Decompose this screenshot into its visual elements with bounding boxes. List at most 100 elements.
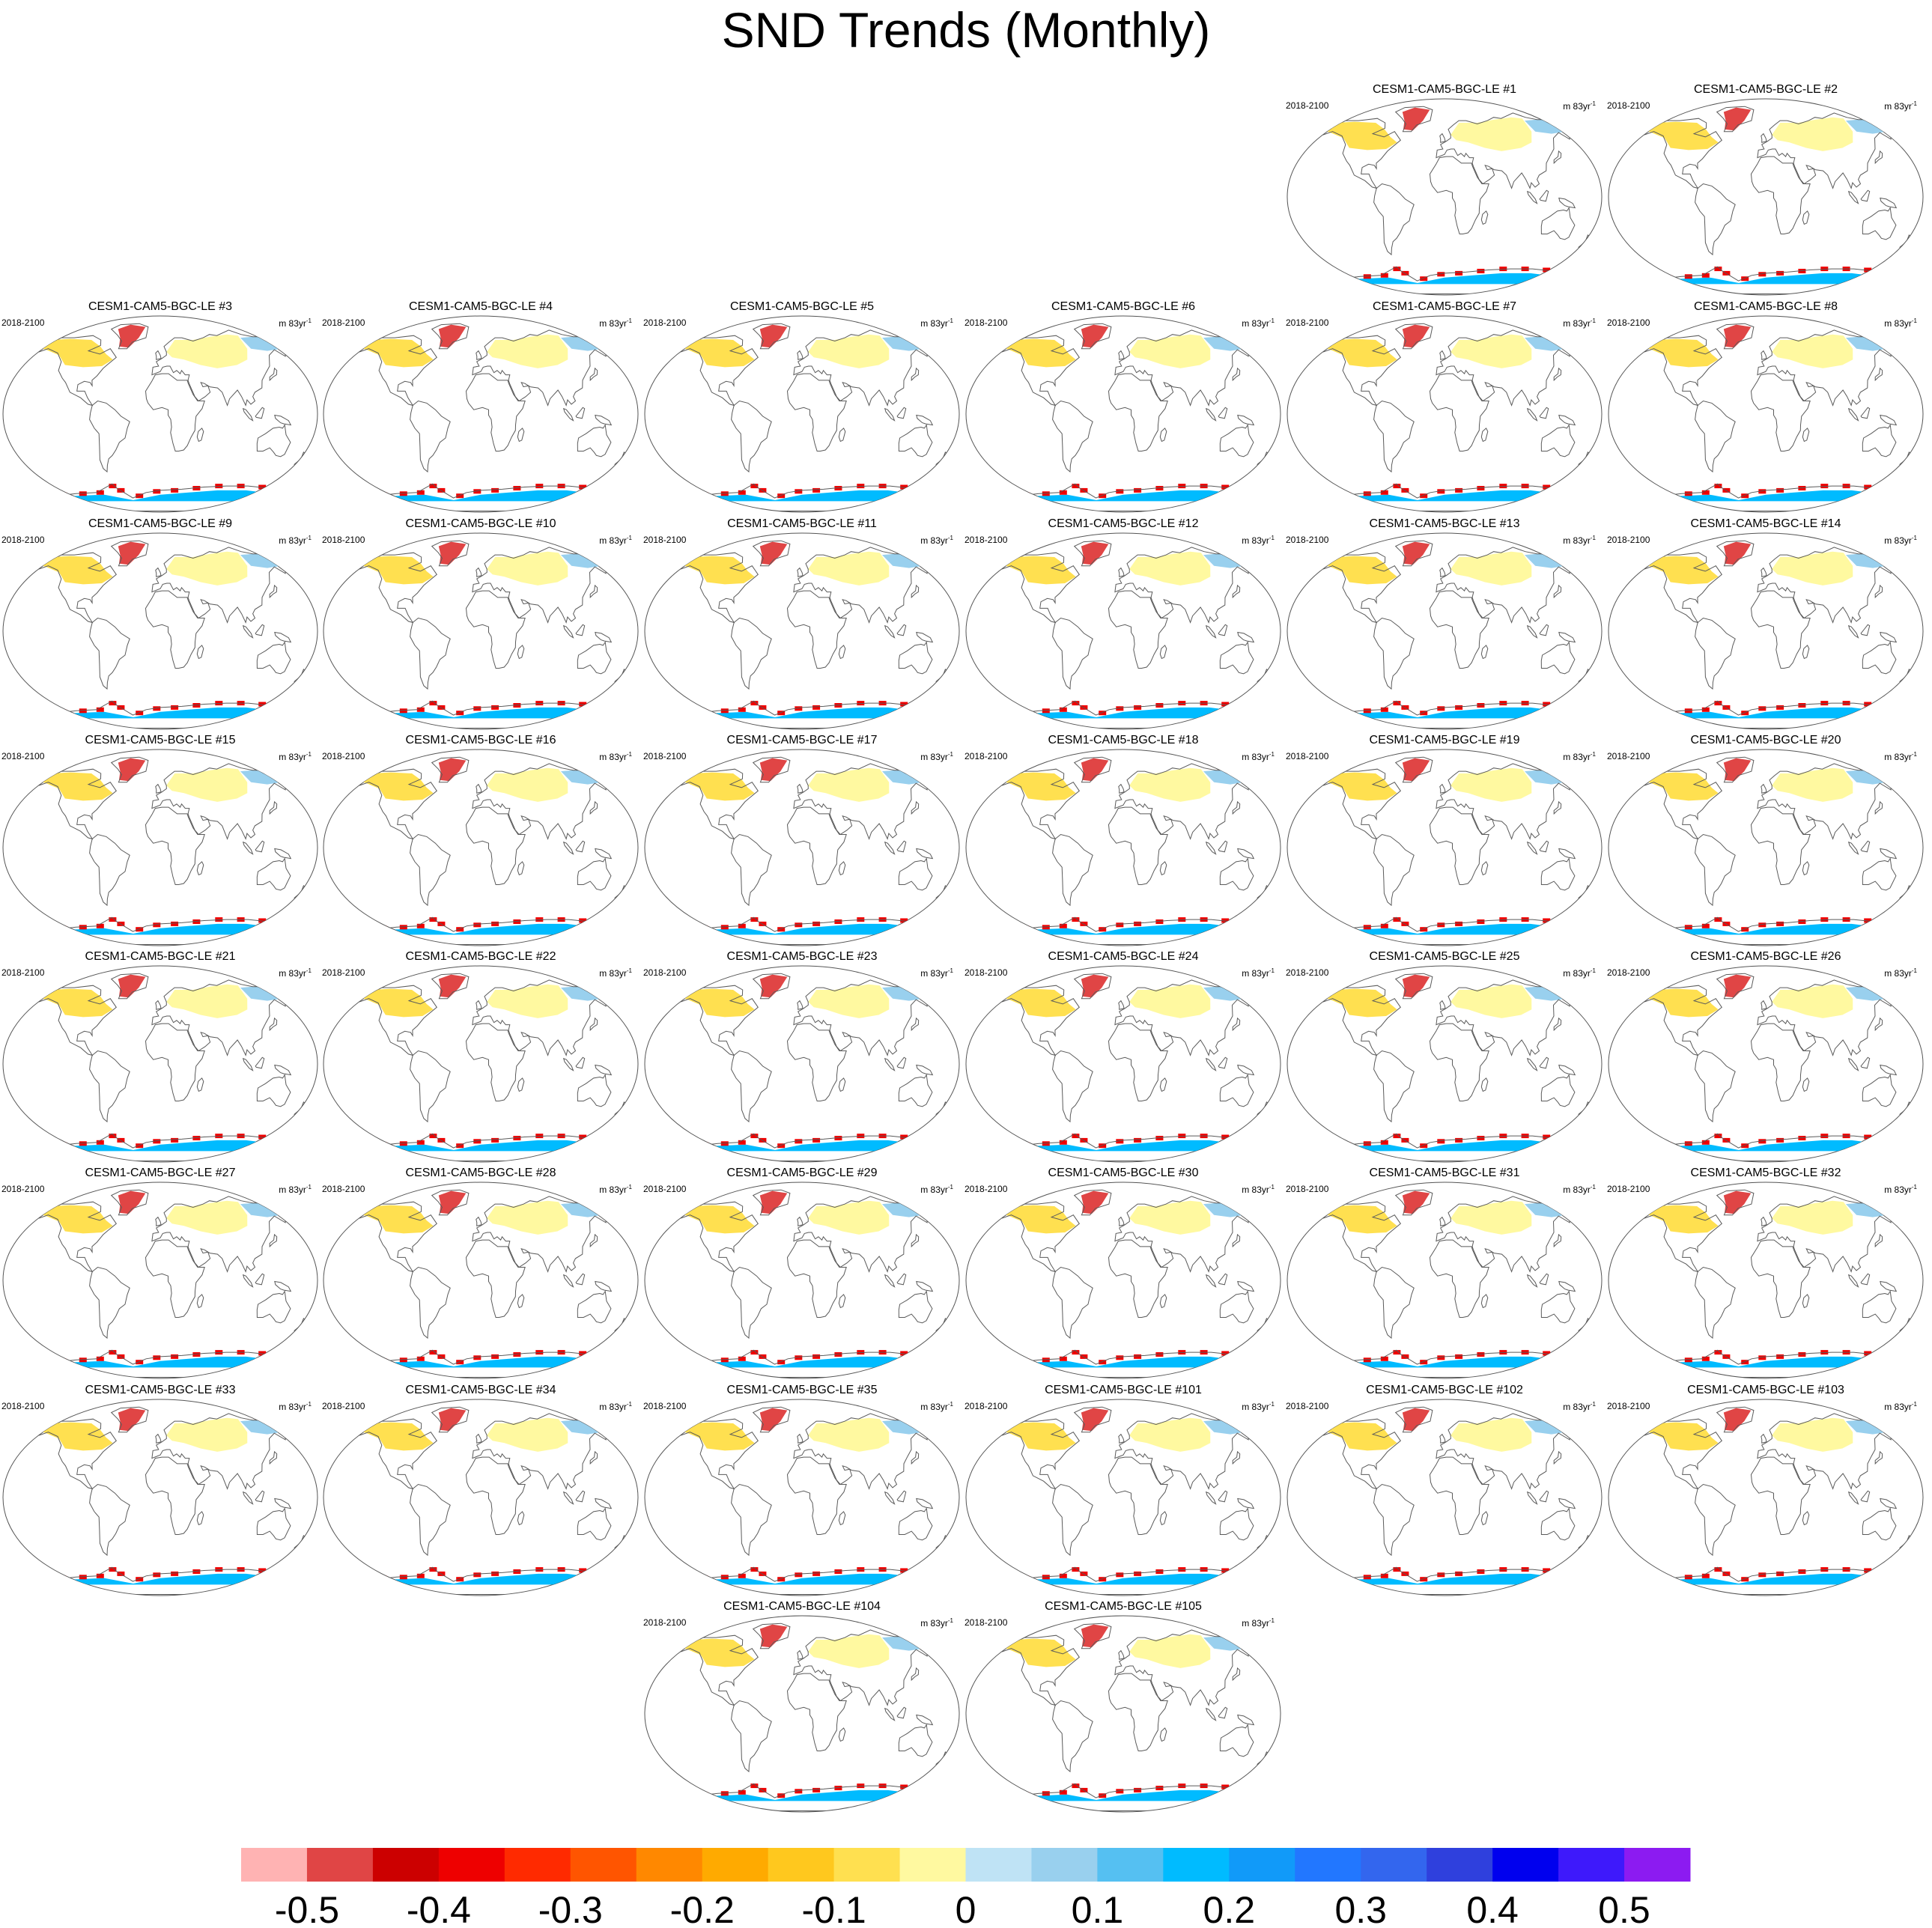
colorbar: -0.5 -0.4 -0.3 -0.2 -0.1 0 0.1 0.2 0.3 0.4 0.5: [241, 1848, 1691, 1928]
coastline-greenland: [110, 1406, 149, 1433]
snd-trend-cell: [258, 702, 267, 707]
snd-trend-region: [678, 338, 755, 368]
snd-trend-cell: [738, 1140, 746, 1145]
snd-trend-cell: [1000, 491, 1008, 496]
snd-trend-region: [1450, 767, 1532, 802]
snd-trend-cell: [1455, 1571, 1463, 1576]
snd-trend-cell: [357, 491, 365, 496]
snd-trend-cell: [738, 923, 746, 928]
snd-trend-region: [363, 1573, 598, 1585]
snd-trend-cell: [1741, 1360, 1749, 1365]
coastline-sumatra: [562, 841, 574, 855]
coastline-eurasia: [793, 979, 936, 1056]
snd-trend-cell: [1558, 1355, 1566, 1360]
coastline-greenland: [1394, 323, 1433, 350]
snd-trend-cell: [1380, 923, 1388, 928]
panel-title: CESM1-CAM5-BGC-LE #3: [88, 300, 233, 313]
coastline-uk: [1761, 1000, 1767, 1010]
coastline-eurasia: [472, 547, 615, 624]
snd-trend-cell: [1393, 917, 1401, 922]
coastline-australia: [256, 1507, 291, 1541]
panel-units-label: m 83yr-1: [1563, 317, 1596, 329]
snd-trend-region: [487, 984, 568, 1018]
snd-trend-cell: [1221, 1134, 1230, 1140]
coastline-southamerica: [89, 1050, 130, 1123]
snd-trend-cell: [109, 701, 117, 706]
snd-trend-cell: [700, 492, 708, 497]
panel-units-label: m 83yr-1: [1884, 317, 1917, 329]
coastline-uk: [1761, 350, 1767, 360]
snd-trend-cell: [795, 1355, 803, 1360]
snd-trend-cell: [1701, 1140, 1710, 1145]
snd-trend-cell: [1000, 1791, 1008, 1796]
coastline-greenland: [110, 756, 149, 783]
snd-trend-cell: [1714, 917, 1722, 922]
snd-trend-region: [684, 1140, 920, 1152]
coastline-borneo: [255, 1490, 265, 1503]
panel-units-label: m 83yr-1: [1563, 1401, 1596, 1412]
coastline-sumatra: [1526, 190, 1538, 204]
panel-units-label: m 83yr-1: [1242, 535, 1275, 546]
panel-title: CESM1-CAM5-BGC-LE #21: [85, 950, 236, 963]
snd-trend-cell: [1059, 1140, 1067, 1145]
snd-trend-region: [37, 338, 113, 368]
snd-trend-cell: [473, 1355, 482, 1360]
snd-trend-region: [1772, 767, 1853, 802]
snd-trend-cell: [1864, 1134, 1872, 1140]
coastline-sumatra: [884, 1707, 896, 1721]
snd-trend-region: [118, 1408, 146, 1432]
snd-trend-region: [1402, 1408, 1430, 1432]
world-map: [1608, 1182, 1924, 1379]
coastline-africa: [786, 590, 847, 669]
coastline-africa: [145, 806, 205, 885]
snd-trend-region: [438, 1408, 467, 1432]
snd-trend-cell: [136, 493, 144, 499]
panel-title: CESM1-CAM5-BGC-LE #13: [1369, 517, 1520, 530]
snd-trend-cell: [1072, 484, 1080, 489]
coastline-madagascar: [196, 1511, 204, 1526]
snd-trend-cell: [1343, 275, 1351, 280]
coastline-eurasia: [1114, 979, 1257, 1056]
colorbar-swatch: [636, 1848, 703, 1882]
coastline-japan: [1232, 367, 1241, 382]
snd-trend-region: [1000, 556, 1076, 585]
coastline-newguinea: [1237, 1064, 1255, 1076]
panel-units-label: m 83yr-1: [599, 751, 632, 762]
coastline-newguinea: [1880, 1280, 1898, 1292]
snd-trend-region: [808, 1417, 890, 1452]
snd-trend-region: [1402, 1190, 1430, 1214]
snd-trend-cell: [1134, 487, 1142, 493]
snd-trend-cell: [750, 1134, 759, 1139]
coastline-australia: [1862, 1074, 1897, 1107]
snd-trend-region: [1327, 707, 1562, 719]
colorbar-swatch: [438, 1848, 505, 1882]
coastline-greenland: [752, 1189, 791, 1216]
snd-trend-cell: [1072, 1567, 1080, 1572]
snd-trend-cell: [1642, 491, 1650, 496]
snd-trend-cell: [1000, 708, 1008, 714]
snd-trend-cell: [750, 484, 759, 489]
snd-trend-cell: [700, 925, 708, 931]
coastline-australia: [898, 1290, 933, 1324]
snd-trend-cell: [1380, 1573, 1388, 1578]
coastline-madagascar: [517, 1511, 525, 1526]
snd-trend-region: [678, 1205, 755, 1234]
snd-trend-region: [1723, 974, 1752, 998]
snd-trend-cell: [1021, 925, 1030, 931]
coastline-eurasia: [1436, 1196, 1579, 1273]
coastline-eurasia: [1436, 763, 1579, 840]
snd-trend-cell: [379, 492, 387, 497]
snd-trend-cell: [1776, 1571, 1784, 1576]
colorbar-swatch: [1361, 1848, 1427, 1882]
coastline-northamerica: [356, 552, 437, 624]
snd-trend-cell: [109, 1567, 117, 1572]
snd-trend-cell: [579, 1351, 587, 1356]
coastline-northamerica: [35, 552, 117, 624]
coastline-australia: [1219, 1724, 1254, 1757]
snd-trend-cell: [153, 706, 161, 711]
snd-trend-cell: [37, 1575, 45, 1580]
snd-trend-cell: [79, 1575, 87, 1580]
snd-trend-cell: [58, 1358, 67, 1363]
snd-trend-cell: [579, 484, 587, 490]
panel-units-label: m 83yr-1: [1884, 1401, 1917, 1412]
